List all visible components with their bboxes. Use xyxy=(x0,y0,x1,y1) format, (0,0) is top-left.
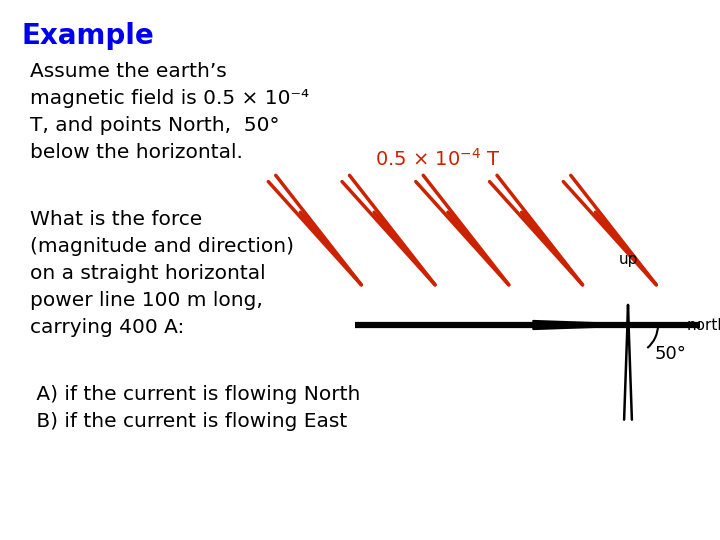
Text: on a straight horizontal: on a straight horizontal xyxy=(30,264,266,283)
Text: up: up xyxy=(618,252,638,267)
Text: north: north xyxy=(687,318,720,333)
Text: What is the force: What is the force xyxy=(30,210,202,229)
Text: power line 100 m long,: power line 100 m long, xyxy=(30,291,263,310)
Text: T, and points North,  50°: T, and points North, 50° xyxy=(30,116,279,135)
Text: carrying 400 A:: carrying 400 A: xyxy=(30,318,184,337)
Text: Assume the earth’s: Assume the earth’s xyxy=(30,62,227,81)
Text: 0.5 $\times$ 10$^{-4}$ T: 0.5 $\times$ 10$^{-4}$ T xyxy=(375,148,500,170)
Text: magnetic field is 0.5 × 10⁻⁴: magnetic field is 0.5 × 10⁻⁴ xyxy=(30,89,309,108)
Text: B) if the current is flowing East: B) if the current is flowing East xyxy=(30,412,347,431)
Text: below the horizontal.: below the horizontal. xyxy=(30,143,243,162)
Text: 50°: 50° xyxy=(655,345,687,363)
Text: Example: Example xyxy=(22,22,155,50)
Text: A) if the current is flowing North: A) if the current is flowing North xyxy=(30,385,361,404)
Text: (magnitude and direction): (magnitude and direction) xyxy=(30,237,294,256)
